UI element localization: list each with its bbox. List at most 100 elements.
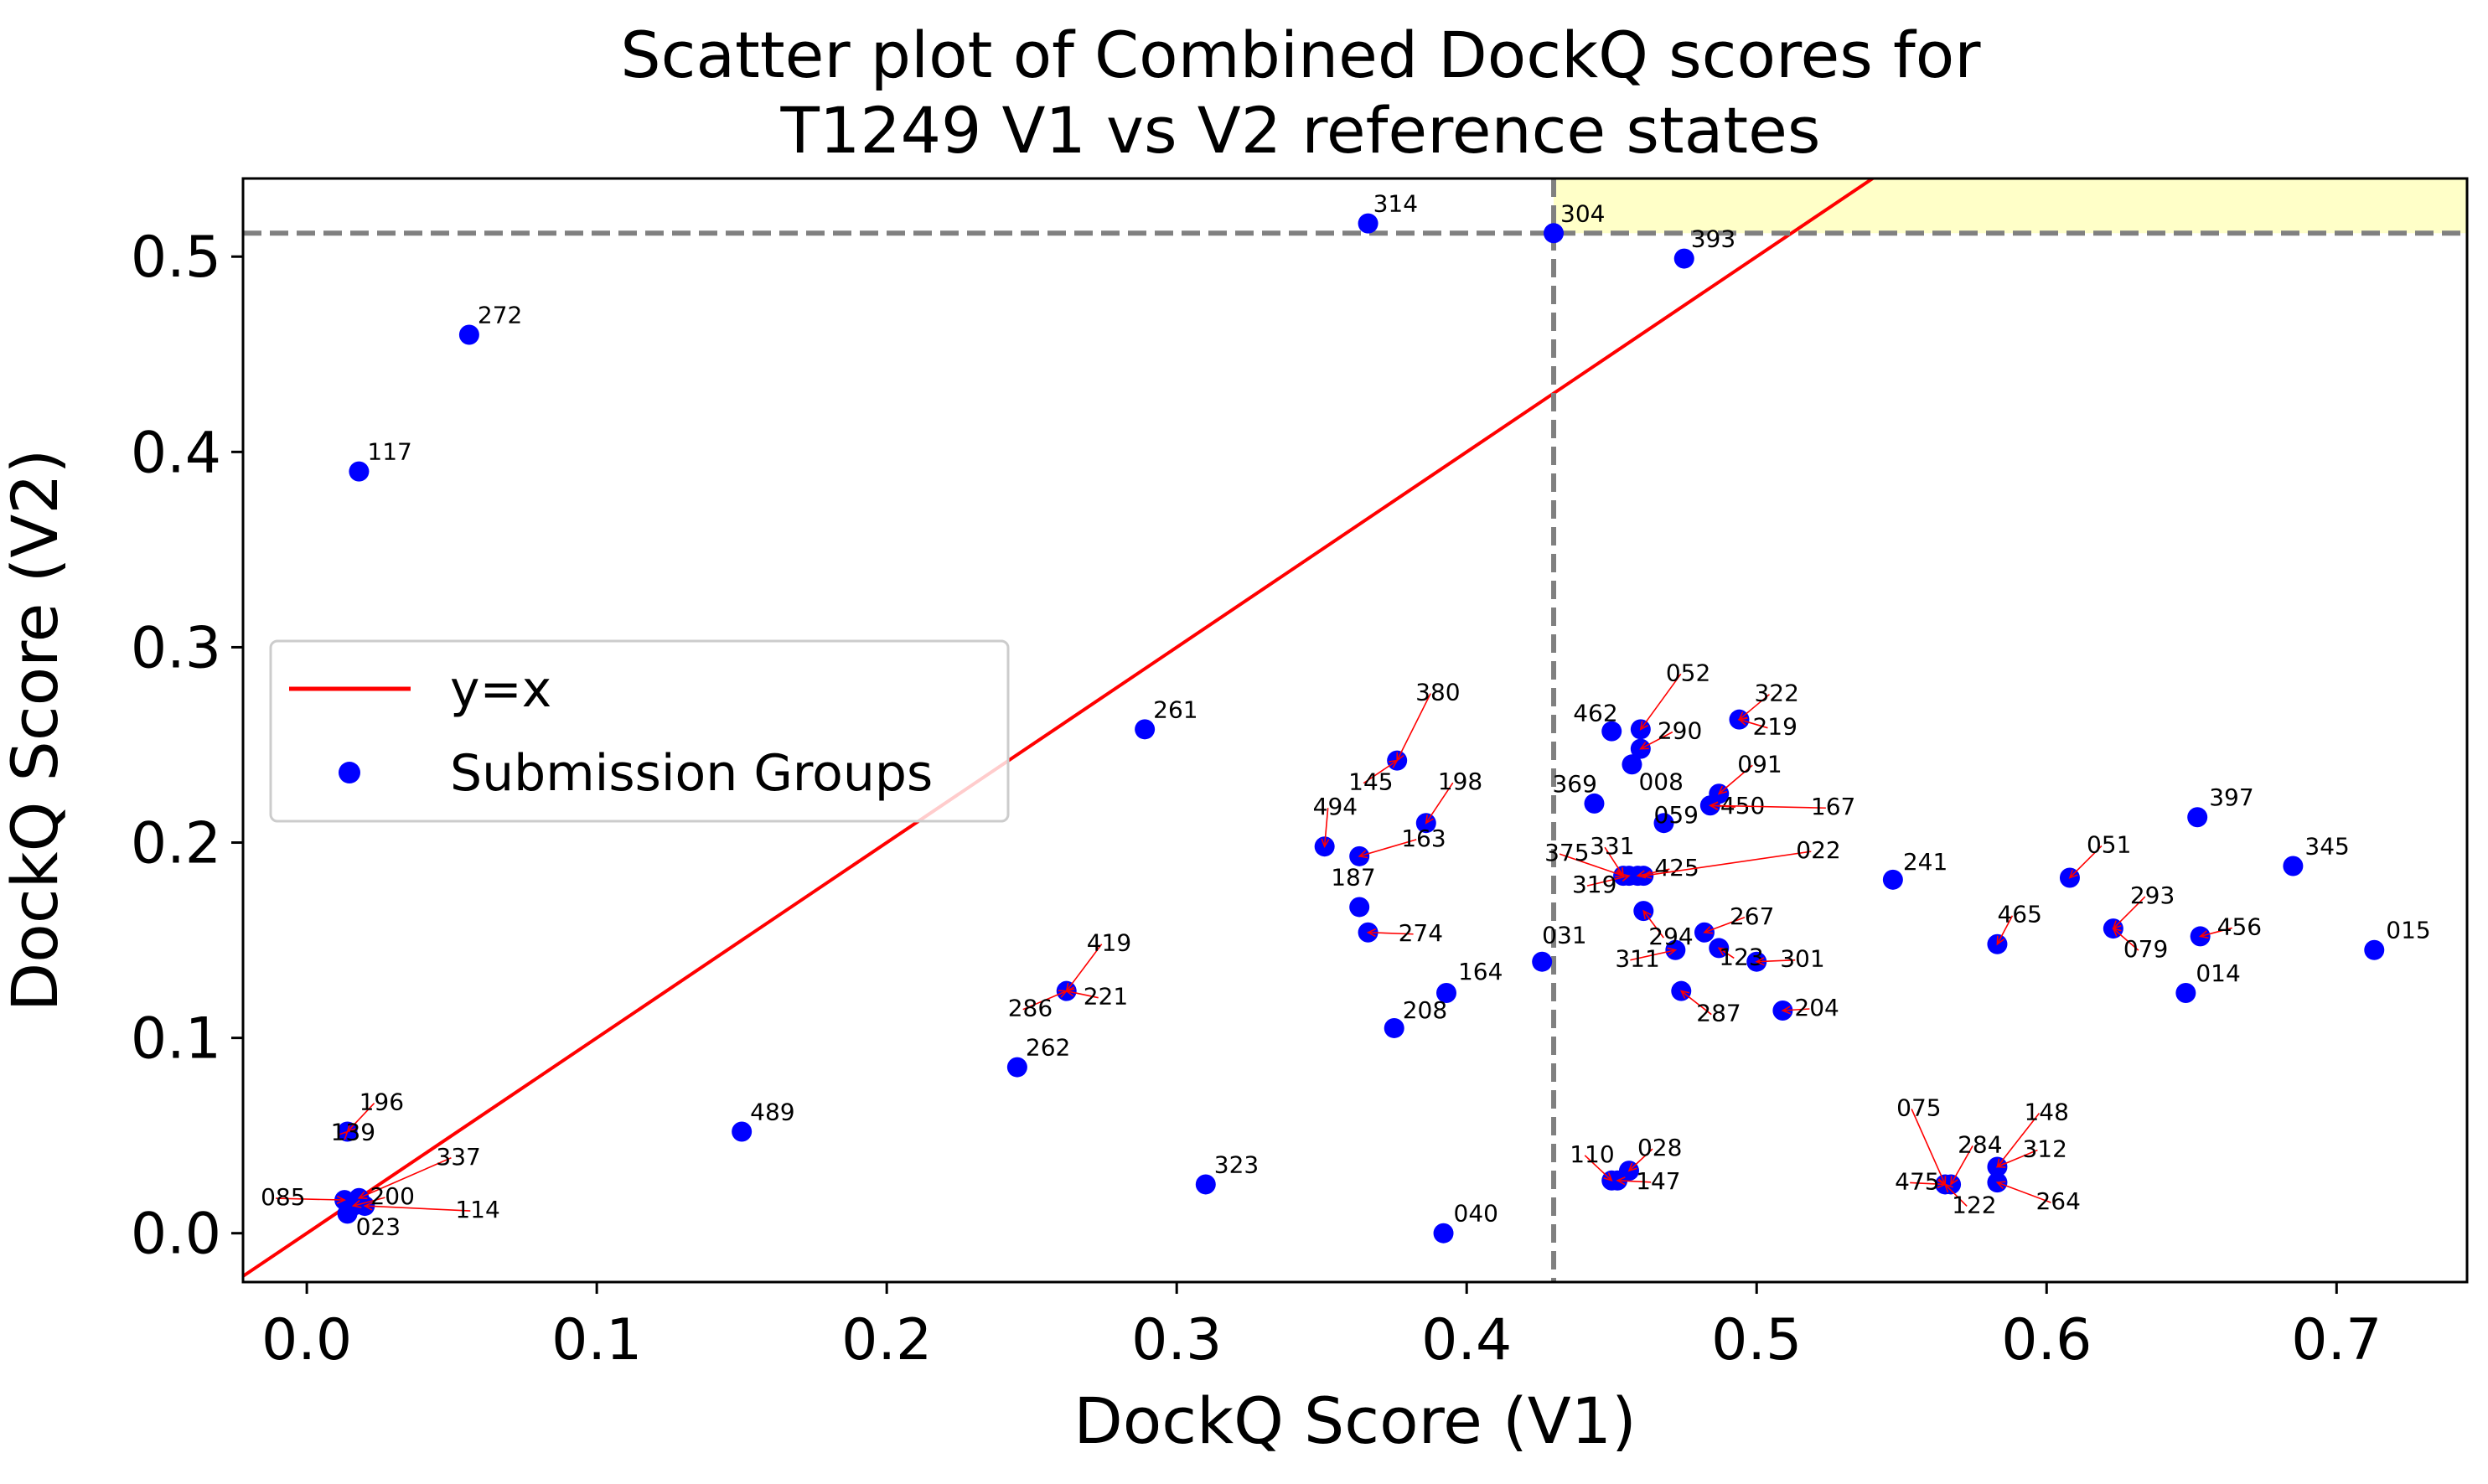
annotation-arrow-079 — [2113, 928, 2139, 951]
annotation-arrow-022 — [1643, 851, 1812, 876]
annotation-arrow-198 — [1425, 782, 1454, 824]
data-point-014 — [2175, 983, 2196, 1004]
annotation-arrowhead-052 — [1639, 721, 1649, 731]
point-label-114: 114 — [455, 1196, 499, 1223]
annotation-arrowhead-114 — [363, 1202, 373, 1211]
annotation-arrow-051 — [2069, 845, 2103, 879]
annotation-arrow-425 — [1637, 868, 1670, 876]
point-label-122: 122 — [1952, 1191, 1996, 1218]
legend-label-points: Submission Groups — [450, 744, 933, 803]
annotation-arrowhead-267 — [1703, 925, 1713, 934]
annotation-arrowhead-091 — [1717, 785, 1728, 795]
annotation-arrowhead-198 — [1425, 814, 1434, 825]
annotation-arrow-085 — [276, 1197, 345, 1201]
x-tick-label: 0.2 — [841, 1307, 932, 1373]
point-label-380: 380 — [1415, 679, 1460, 706]
annotation-arrowhead-051 — [2068, 869, 2078, 879]
data-point-031 — [1532, 951, 1553, 972]
annotation-arrowhead-145 — [1389, 759, 1399, 768]
point-label-148: 148 — [2024, 1098, 2068, 1125]
annotation-arrowhead-200 — [351, 1199, 362, 1208]
annotation-arrow-167 — [1710, 804, 1826, 809]
point-label-272: 272 — [478, 301, 522, 328]
annotation-arrowhead-494 — [1321, 838, 1330, 849]
point-label-311: 311 — [1615, 945, 1659, 973]
point-label-369: 369 — [1552, 770, 1596, 798]
point-label-110: 110 — [1570, 1140, 1614, 1168]
annotation-arrowhead-311 — [1667, 947, 1678, 956]
annotation-arrow-091 — [1718, 764, 1753, 794]
annotation-arrow-494 — [1323, 808, 1329, 847]
annotation-arrow-286 — [1022, 990, 1068, 1011]
point-label-286: 286 — [1008, 995, 1053, 1022]
x-tick-label: 0.7 — [2291, 1307, 2382, 1373]
annotation-arrowhead-465 — [1996, 935, 2004, 946]
annotation-arrow-219 — [1739, 718, 1768, 729]
point-label-031: 031 — [1542, 922, 1586, 949]
annotation-arrow-123 — [1718, 947, 1735, 959]
x-axis-label: DockQ Score (V1) — [1073, 1383, 1636, 1458]
annotation-arrowhead-290 — [1639, 742, 1649, 750]
annotation-arrow-293 — [2113, 896, 2146, 929]
point-label-375: 375 — [1544, 839, 1589, 866]
annotation-arrowhead-456 — [2198, 930, 2209, 939]
point-label-456: 456 — [2217, 913, 2262, 940]
x-tick-label: 0.6 — [2001, 1307, 2092, 1373]
annotation-arrowhead-079 — [2112, 927, 2122, 937]
annotation-arrow-163 — [1358, 839, 1417, 857]
y-tick-label: 0.2 — [131, 811, 221, 877]
annotation-arrow-028 — [1628, 1148, 1653, 1171]
annotation-arrow-267 — [1704, 917, 1746, 933]
point-label-293: 293 — [2130, 882, 2175, 909]
point-label-264: 264 — [2035, 1187, 2080, 1215]
data-point-261 — [1135, 719, 1156, 740]
point-label-475: 475 — [1895, 1167, 1939, 1195]
point-label-261: 261 — [1153, 695, 1197, 723]
data-point-187 — [1349, 897, 1370, 918]
x-tick-label: 0.3 — [1131, 1307, 1222, 1373]
point-label-028: 028 — [1637, 1134, 1682, 1161]
annotation-arrow-264 — [1997, 1182, 2051, 1203]
annotation-arrow-274 — [1368, 931, 1414, 935]
annotation-arrowhead-122 — [1943, 1183, 1953, 1193]
annotation-arrow-147 — [1617, 1179, 1652, 1183]
x-tick-label: 0.0 — [261, 1307, 352, 1373]
annotation-arrowhead-264 — [1995, 1181, 2006, 1189]
data-point-314 — [1358, 213, 1378, 234]
annotation-arrow-075 — [1911, 1109, 1946, 1185]
point-label-323: 323 — [1214, 1150, 1259, 1178]
annotation-arrowhead-301 — [1755, 957, 1765, 966]
y-tick-label: 0.5 — [131, 225, 221, 291]
point-label-419: 419 — [1087, 929, 1131, 957]
x-tick-label: 0.4 — [1421, 1307, 1512, 1373]
point-label-022: 022 — [1796, 836, 1840, 864]
point-label-294: 294 — [1648, 923, 1693, 950]
data-point-117 — [349, 461, 370, 482]
point-label-163: 163 — [1401, 825, 1446, 852]
point-label-123: 123 — [1719, 943, 1763, 970]
annotation-arrowhead-294 — [1642, 909, 1652, 920]
point-label-023: 023 — [356, 1213, 401, 1240]
point-label-196: 196 — [359, 1088, 404, 1116]
annotation-arrow-196 — [346, 1102, 375, 1133]
point-label-085: 085 — [261, 1183, 305, 1211]
point-label-425: 425 — [1654, 854, 1699, 882]
point-label-345: 345 — [2304, 833, 2349, 861]
point-label-465: 465 — [1997, 901, 2041, 928]
annotation-arrow-145 — [1363, 759, 1398, 784]
point-label-314: 314 — [1373, 190, 1418, 218]
point-label-040: 040 — [1454, 1200, 1498, 1228]
annotation-arrow-204 — [1782, 1008, 1810, 1011]
annotation-arrow-052 — [1640, 673, 1682, 730]
annotation-arrowhead-287 — [1679, 990, 1690, 1000]
annotation-arrow-114 — [365, 1205, 471, 1212]
point-label-079: 079 — [2123, 935, 2168, 963]
annotation-arrow-331 — [1604, 846, 1624, 876]
point-label-462: 462 — [1573, 700, 1617, 727]
point-label-262: 262 — [1026, 1034, 1070, 1062]
point-label-304: 304 — [1560, 199, 1605, 227]
annotation-arrowhead-167 — [1709, 801, 1719, 810]
data-point-369 — [1584, 793, 1605, 814]
point-label-393: 393 — [1691, 225, 1735, 253]
